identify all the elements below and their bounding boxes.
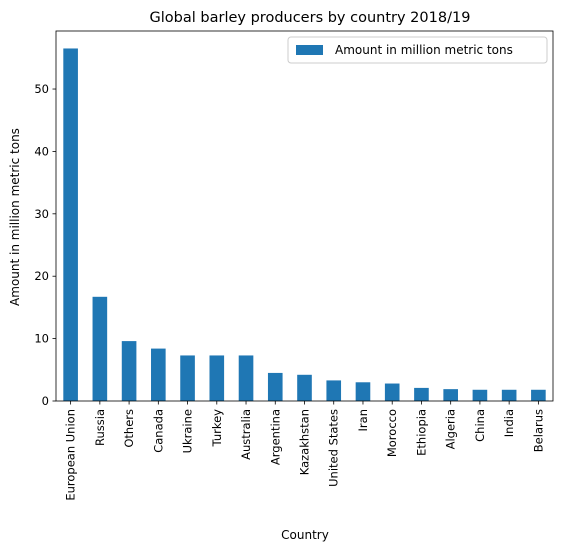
x-tick-label: Turkey <box>210 409 224 448</box>
x-tick-label: United States <box>327 409 341 487</box>
legend: Amount in million metric tons <box>287 36 548 64</box>
y-axis-label: Amount in million metric tons <box>8 128 22 306</box>
x-tick-label: Ukraine <box>181 409 195 453</box>
x-tick-label: Others <box>122 409 136 448</box>
bar-argentina <box>267 372 283 401</box>
legend-swatch <box>296 45 323 55</box>
y-tick-label: 20 <box>34 269 49 283</box>
x-tick-label: China <box>473 409 487 442</box>
bar-united-states <box>326 380 342 401</box>
bar-morocco <box>384 383 400 401</box>
bar-russia <box>92 296 108 401</box>
x-tick-label: European Union <box>64 409 78 501</box>
x-tick-label: Ethiopia <box>414 409 428 456</box>
x-tick-label: Morocco <box>385 409 399 457</box>
x-tick-label: Iran <box>356 409 370 431</box>
bar-kazakhstan <box>297 374 312 401</box>
bar-others <box>121 341 137 401</box>
bar-belarus <box>531 389 546 401</box>
bar-australia <box>238 355 254 401</box>
bar-ethiopia <box>414 387 429 401</box>
legend-box <box>287 36 548 64</box>
x-tick-label: Argentina <box>268 409 282 465</box>
y-tick-label: 10 <box>34 332 49 346</box>
y-tick-label: 50 <box>34 82 49 96</box>
y-tick-label: 30 <box>34 207 49 221</box>
x-tick-label: Canada <box>151 409 165 453</box>
bar-china <box>472 389 488 401</box>
x-tick-label: Kazakhstan <box>298 409 312 475</box>
bar-iran <box>355 382 371 401</box>
bar-india <box>501 389 517 401</box>
y-tick-label: 0 <box>42 394 49 408</box>
x-axis-label: Country <box>281 528 329 542</box>
x-tick-label: Russia <box>93 409 107 446</box>
x-tick-label: Algeria <box>444 409 458 449</box>
bar-algeria <box>443 389 458 401</box>
legend-label: Amount in million metric tons <box>335 43 513 57</box>
x-tick-label: Australia <box>239 409 253 460</box>
bar-ukraine <box>180 355 195 401</box>
bar-european-union <box>63 48 78 401</box>
y-tick-label: 40 <box>34 144 49 158</box>
bar-turkey <box>209 355 225 401</box>
chart-title: Global barley producers by country 2018/… <box>150 10 471 26</box>
x-tick-label: India <box>502 409 516 437</box>
plot-area: 0 10 20 30 40 50 European Union Russia Others Can… <box>34 30 554 501</box>
bar-canada <box>151 348 166 401</box>
x-tick-label: Belarus <box>531 409 545 452</box>
